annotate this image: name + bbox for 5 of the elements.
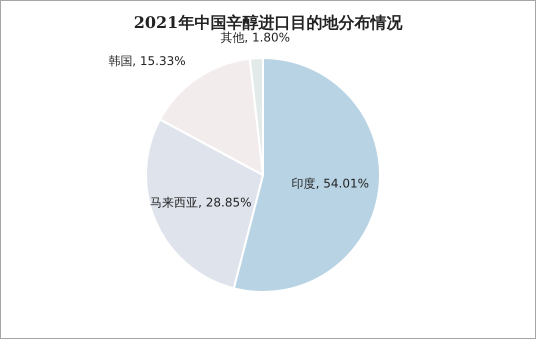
slice-label: 印度, 54.01% bbox=[292, 176, 370, 191]
slice-label: 韩国, 15.33% bbox=[108, 54, 186, 68]
slice-label: 其他, 1.80% bbox=[220, 30, 290, 44]
chart-title: 2021年中国辛醇进口目的地分布情况 bbox=[134, 13, 404, 32]
slice-label: 马来西亚, 28.85% bbox=[150, 195, 252, 210]
